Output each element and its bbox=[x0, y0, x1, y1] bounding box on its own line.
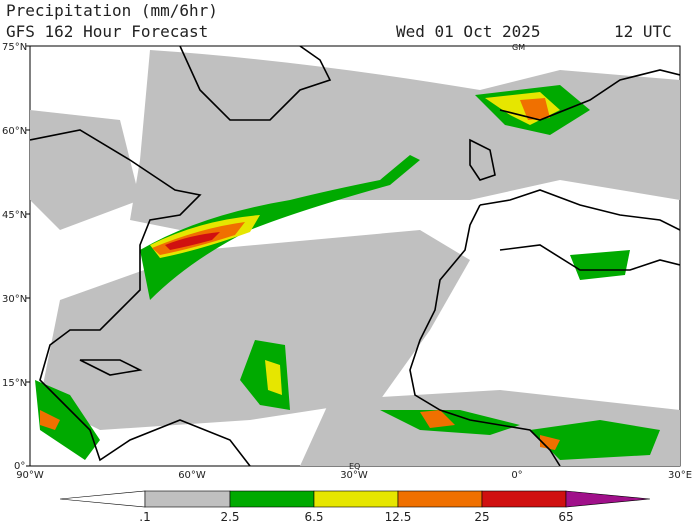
lon-label: 30°W bbox=[340, 470, 368, 481]
precip-field bbox=[30, 50, 680, 466]
lat-label: 0° bbox=[14, 461, 25, 472]
colorbar bbox=[59, 490, 651, 508]
coastlines bbox=[30, 46, 680, 466]
lon-label: 90°W bbox=[16, 470, 44, 481]
colorbar-label: 12.5 bbox=[385, 510, 412, 524]
marker-label: GM bbox=[512, 43, 525, 52]
marker-label: EQ bbox=[349, 462, 360, 471]
map: 75°N 60°N 45°N 30°N 15°N 0° 90°W 60°W 30… bbox=[2, 42, 692, 481]
lat-label: 30°N bbox=[2, 294, 27, 305]
colorbar-label: 6.5 bbox=[304, 510, 323, 524]
colorbar-label: 2.5 bbox=[220, 510, 239, 524]
subtitle: GFS 162 Hour Forecast bbox=[6, 22, 208, 41]
lon-label: 60°W bbox=[178, 470, 206, 481]
lat-label: 60°N bbox=[2, 126, 27, 137]
lat-label: 45°N bbox=[2, 210, 27, 221]
time: 12 UTC bbox=[614, 22, 672, 41]
lat-label: 75°N bbox=[2, 42, 27, 53]
lon-label: 30°E bbox=[668, 470, 692, 481]
lat-label: 15°N bbox=[2, 378, 27, 389]
graticule bbox=[26, 45, 30, 467]
colorbar-label: .1 bbox=[139, 510, 150, 524]
colorbar-label: 65 bbox=[558, 510, 573, 524]
date: Wed 01 Oct 2025 bbox=[396, 22, 541, 41]
colorbar-label: 25 bbox=[474, 510, 489, 524]
lon-label: 0° bbox=[511, 470, 522, 481]
title: Precipitation (mm/6hr) bbox=[6, 1, 218, 20]
